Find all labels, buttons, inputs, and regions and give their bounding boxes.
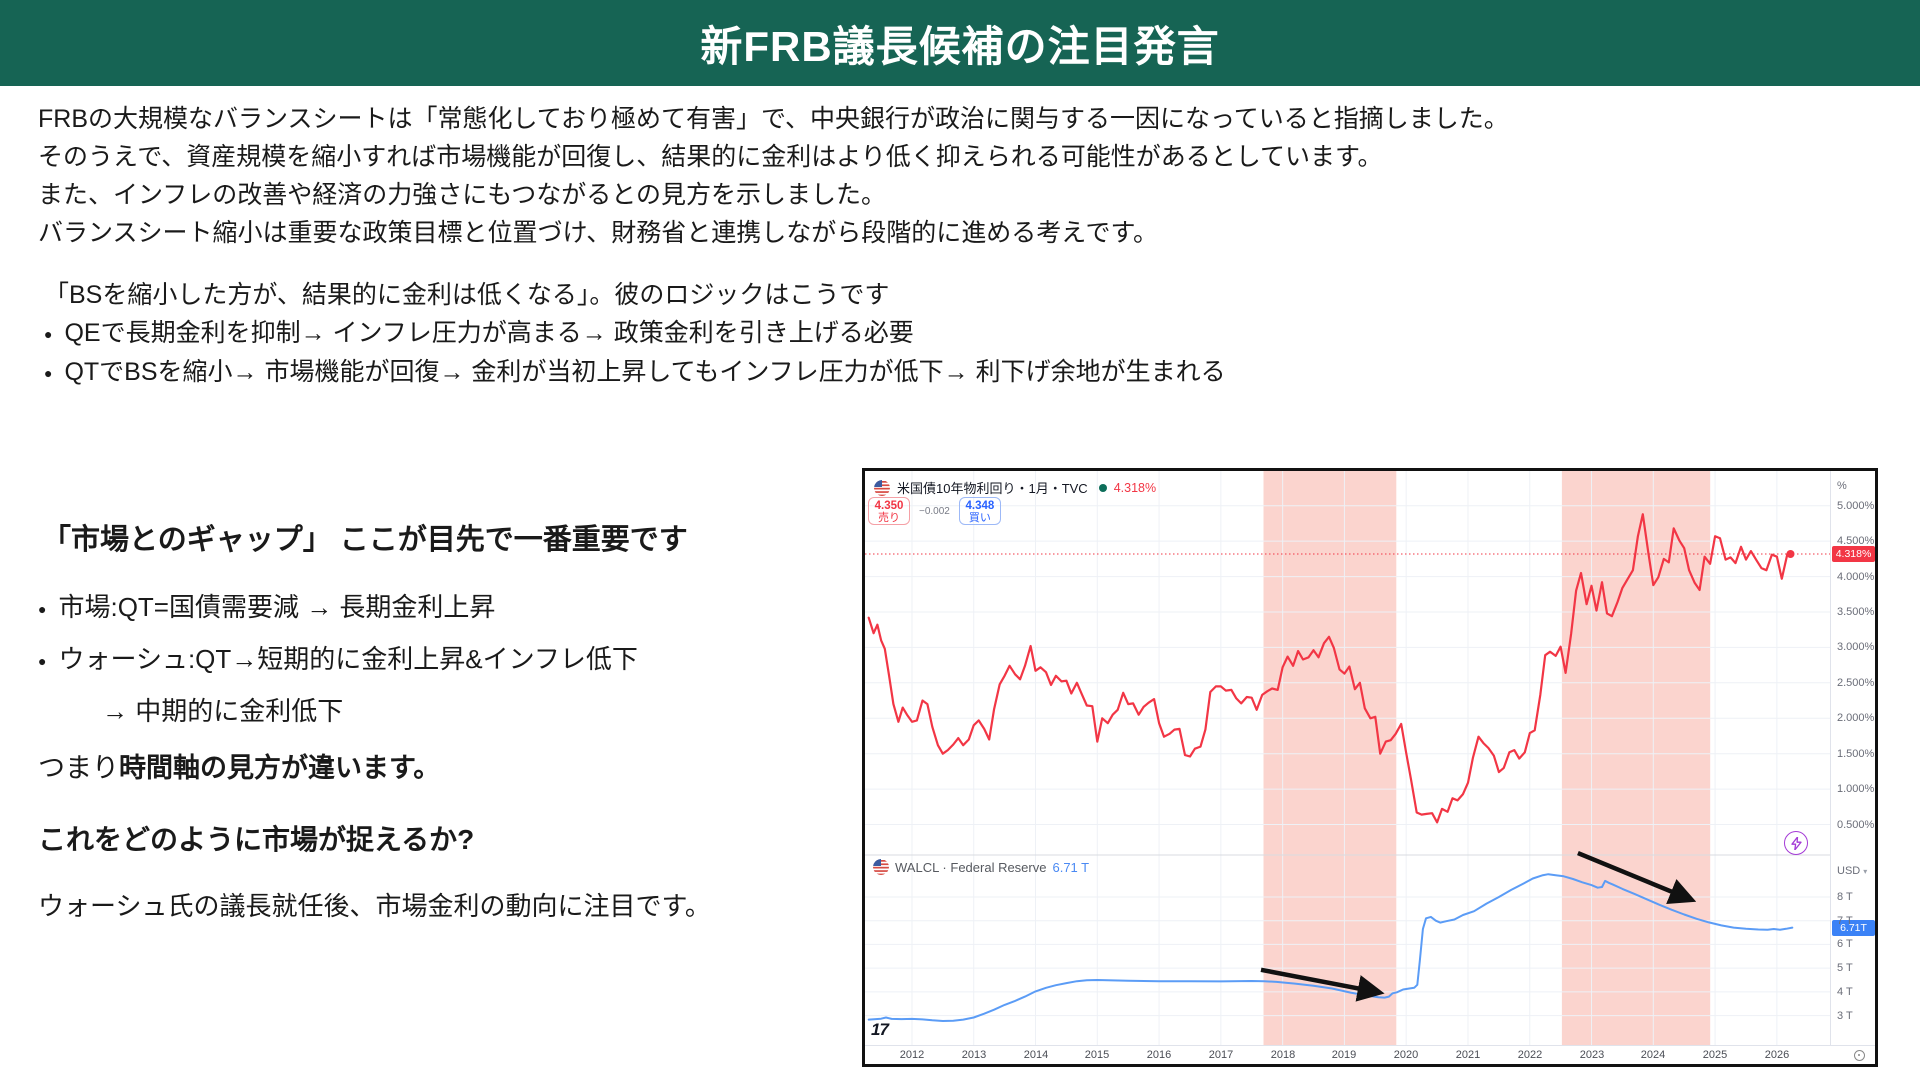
tradingview-logo-icon[interactable]: 17 <box>871 1020 889 1039</box>
buy-price: 4.348 <box>965 500 995 512</box>
qt-highlight-band <box>1263 471 1397 1045</box>
price-tick-label: 1.000% <box>1837 783 1875 795</box>
intro-line: そのうえで、資産規模を縮小すれば市場機能が回復し、結果的に金利はより低く抑えられ… <box>38 143 1383 171</box>
buy-label: 買い <box>968 512 991 524</box>
year-tick-label: 2023 <box>1579 1049 1605 1061</box>
usd-tick-label: 8 T <box>1837 891 1853 903</box>
usd-tick-label: 5 T <box>1837 962 1853 974</box>
intro-line: バランスシート縮小は重要な政策目標と位置づけ、財務省と連携しながら段階的に進める… <box>38 219 1159 247</box>
symbol-last-value: 4.318% <box>1113 480 1157 495</box>
page-title: 新FRB議長候補の注目発言 <box>700 22 1220 70</box>
year-tick-label: 2024 <box>1640 1049 1666 1061</box>
gap-bullet: ● 市場:QT=国債需要減 → 長期金利上昇 <box>38 582 688 634</box>
title-bar: 新FRB議長候補の注目発言 <box>0 0 1920 86</box>
logic-section: 「BSを縮小した方が、結果的に金利は低くなる」。彼のロジックはこうです ● QEで… <box>44 276 1226 392</box>
boost-icon[interactable] <box>1784 831 1808 855</box>
price-tick-label: 0.500% <box>1837 819 1875 831</box>
year-tick-label: 2020 <box>1393 1049 1419 1061</box>
logic-bullet-text: QTでBSを縮小→ 市場機能が回復→ 金利が当初上昇してもインフレ圧力が低下→ … <box>64 358 1226 386</box>
chevron-down-icon: ▾ <box>1863 867 1868 876</box>
price-tick-label: 2.000% <box>1837 712 1875 724</box>
gap-heading: 「市場とのギャップ」 ここが目先で一番重要です <box>42 524 688 556</box>
quote-row: 4.350 売り −0.002 4.348 買い <box>868 497 1001 525</box>
series-line-walcl <box>867 873 1794 1022</box>
sell-label: 売り <box>878 512 900 524</box>
year-tick-label: 2015 <box>1084 1049 1110 1061</box>
year-tick-label: 2018 <box>1270 1049 1296 1061</box>
last-price-badge: 4.318% <box>1832 546 1875 562</box>
time-axis[interactable]: 2012 2013 2014 2015 2016 2017 2018 2019 2020 2021… <box>865 1045 1875 1065</box>
year-tick-label: 2013 <box>961 1049 987 1061</box>
gap-conclusion-prefix: つまり <box>38 753 119 783</box>
gap-conclusion-bold: 時間軸の見方が違います。 <box>119 753 441 783</box>
lower-symbol-value: 6.71 T <box>1052 859 1090 875</box>
year-tick-label: 2026 <box>1764 1049 1790 1061</box>
bullet-icon: ● <box>44 326 53 342</box>
lower-pane-header: WALCL · Federal Reserve 6.71 T <box>873 859 1089 875</box>
year-tick-label: 2021 <box>1455 1049 1481 1061</box>
bullet-icon: ● <box>38 601 47 617</box>
last-value-dot <box>1786 550 1795 558</box>
year-tick-label: 2016 <box>1146 1049 1172 1061</box>
usd-tick-label: 4 T <box>1837 986 1853 998</box>
usd-tick-label: 7 T <box>1837 915 1853 927</box>
gap-bullet-text: 市場:QT=国債需要減 → 長期金利上昇 <box>58 592 496 622</box>
qt-highlight-band <box>1561 471 1711 1045</box>
chart-plot-area[interactable] <box>865 471 1830 1045</box>
outlook-section: これをどのように市場が捉えるか? ウォーシュ氏の議長就任後、市場金利の動向に注目… <box>38 818 711 923</box>
usd-tick-label: 6 T <box>1837 938 1853 950</box>
annotation-arrow <box>1260 967 1385 1002</box>
market-status-icon <box>1098 483 1107 492</box>
year-tick-label: 2019 <box>1331 1049 1357 1061</box>
logic-bullet-text: QEで長期金利を抑制→ インフレ圧力が高まる→ 政策金利を引き上げる必要 <box>64 319 914 347</box>
annotation-arrow <box>1577 851 1697 905</box>
price-tick-label: 4.500% <box>1837 535 1875 547</box>
series-line-yield <box>867 513 1792 824</box>
year-tick-label: 2017 <box>1208 1049 1234 1061</box>
bullet-icon: ● <box>44 365 53 381</box>
us-flag-icon <box>873 859 889 875</box>
usd-tick-label: 3 T <box>1837 1010 1853 1022</box>
year-tick-label: 2014 <box>1023 1049 1049 1061</box>
timezone-clock-icon[interactable] <box>1854 1050 1865 1061</box>
symbol-title[interactable]: 米国債10年物利回り・1月・TVC <box>897 481 1088 496</box>
sell-price: 4.350 <box>874 500 904 512</box>
tradingview-chart: 米国債10年物利回り・1月・TVC 4.318% 4.350 売り −0.002… <box>862 468 1878 1067</box>
logic-bullet: ● QTでBSを縮小→ 市場機能が回復→ 金利が当初上昇してもインフレ圧力が低下→… <box>44 353 1226 392</box>
walcl-value-badge: 6.71T <box>1832 920 1875 936</box>
outlook-body: ウォーシュ氏の議長就任後、市場金利の動向に注目です。 <box>38 891 711 921</box>
lower-axis-unit[interactable]: USD ▾ <box>1837 865 1868 877</box>
price-tick-label: 5.000% <box>1837 500 1875 512</box>
year-tick-label: 2012 <box>899 1049 925 1061</box>
gap-bullet-continuation: → 中期的に金利低下 <box>102 696 344 726</box>
spread-value: −0.002 <box>919 505 950 517</box>
logic-lead: 「BSを縮小した方が、結果的に金利は低くなる」。彼のロジックはこうです <box>44 281 890 309</box>
upper-axis-unit[interactable]: % <box>1837 480 1847 492</box>
bullet-icon: ● <box>38 653 47 669</box>
price-axis[interactable]: % USD ▾ 4.318% 6.71T 5.000% 4.500% 4.000% 3… <box>1830 471 1876 1045</box>
price-tick-label: 4.000% <box>1837 571 1875 583</box>
us-flag-icon <box>874 479 890 496</box>
lower-symbol-title[interactable]: WALCL · Federal Reserve <box>895 859 1047 875</box>
buy-button[interactable]: 4.348 買い <box>958 497 1001 525</box>
intro-line: FRBの大規模なバランスシートは「常態化しており極めて有害」で、中央銀行が政治に… <box>38 105 1509 133</box>
gap-section: 「市場とのギャップ」 ここが目先で一番重要です ● 市場:QT=国債需要減 → 長… <box>38 516 688 785</box>
logic-bullet: ● QEで長期金利を抑制→ インフレ圧力が高まる→ 政策金利を引き上げる必要 <box>44 314 1226 353</box>
gap-conclusion: つまり時間軸の見方が違います。 <box>38 746 688 785</box>
price-tick-label: 2.500% <box>1837 677 1875 689</box>
sell-button[interactable]: 4.350 売り <box>868 497 910 525</box>
intro-line: また、インフレの改善や経済の力強さにもつながるとの見方を示しました。 <box>38 181 887 209</box>
price-tick-label: 1.500% <box>1837 748 1875 760</box>
gap-bullet-text: ウォーシュ:QT→短期的に金利上昇&インフレ低下 <box>58 644 638 674</box>
year-tick-label: 2025 <box>1702 1049 1728 1061</box>
intro-paragraph: FRBの大規模なバランスシートは「常態化しており極めて有害」で、中央銀行が政治に… <box>38 100 1509 252</box>
price-tick-label: 3.000% <box>1837 641 1875 653</box>
year-tick-label: 2022 <box>1517 1049 1543 1061</box>
price-tick-label: 3.500% <box>1837 606 1875 618</box>
gap-bullet: ● ウォーシュ:QT→短期的に金利上昇&インフレ低下 <box>38 634 688 686</box>
symbol-header: 米国債10年物利回り・1月・TVC 4.318% <box>874 478 1156 497</box>
outlook-heading: これをどのように市場が捉えるか? <box>38 824 475 855</box>
